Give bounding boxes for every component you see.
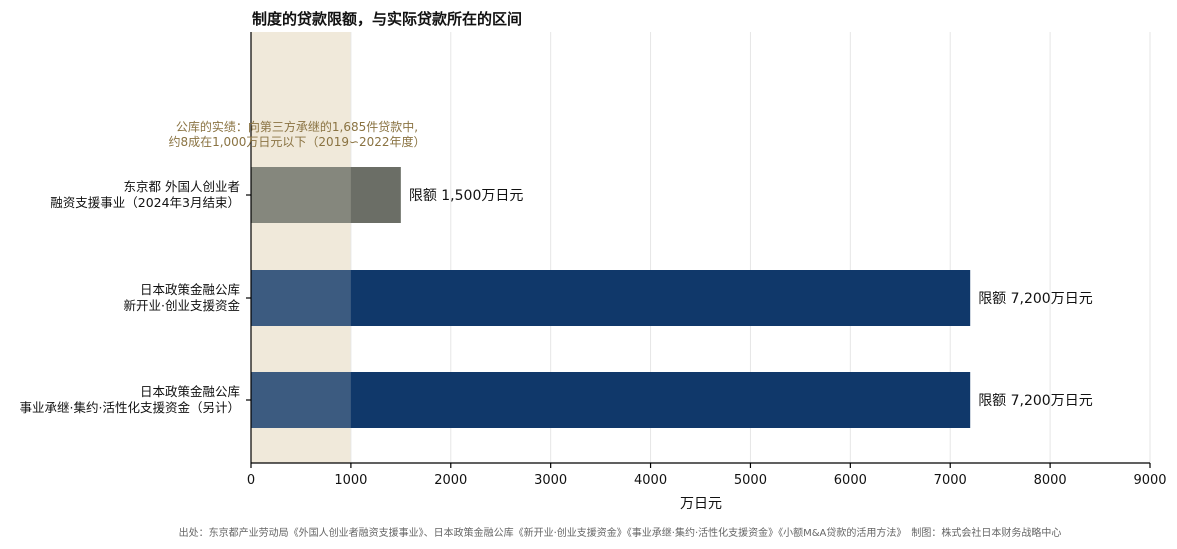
category-label-2-1: 事业承继·集约·活性化支援资金（另计） [20,400,240,415]
category-label-1-1: 新开业·创业支援资金 [124,298,241,313]
x-tick-label-3: 3000 [534,473,567,488]
highlight-band-overlay [251,32,351,463]
x-tick-label-1: 1000 [334,473,367,488]
bar-1 [251,270,971,326]
x-tick-label-9: 9000 [1133,473,1166,488]
x-tick-label-4: 4000 [634,473,667,488]
x-tick-label-2: 2000 [434,473,467,488]
x-tick-label-8: 8000 [1034,473,1067,488]
value-label-1: 限额 7,200万日元 [978,291,1093,307]
chart-title: 制度的贷款限额，与实际贷款所在的区间 [252,10,522,28]
band-annotation-1: 约8成在1,000万日元以下（2019∽2022年度） [168,134,425,149]
category-label-0-0: 东京都 外国人创业者 [124,179,240,194]
value-label-0: 限额 1,500万日元 [409,188,524,204]
x-axis-label: 万日元 [680,496,722,512]
category-label-0-1: 融资支援事业（2024年3月结束） [50,195,240,210]
band-annotation-0: 公库的实绩：向第三方承继的1,685件贷款中, [176,119,418,134]
bar-0 [251,167,401,223]
category-label-2-0: 日本政策金融公库 [140,384,240,399]
source-note: 出处：东京都产业劳动局《外国人创业者融资支援事业》、日本政策金融公库《新开业·创… [179,526,1062,539]
x-tick-label-0: 0 [247,473,255,488]
category-label-1-0: 日本政策金融公库 [140,282,240,297]
x-tick-label-5: 5000 [734,473,767,488]
value-label-2: 限额 7,200万日元 [978,393,1093,409]
x-tick-label-6: 6000 [834,473,867,488]
bar-2 [251,372,971,428]
x-tick-label-7: 7000 [934,473,967,488]
